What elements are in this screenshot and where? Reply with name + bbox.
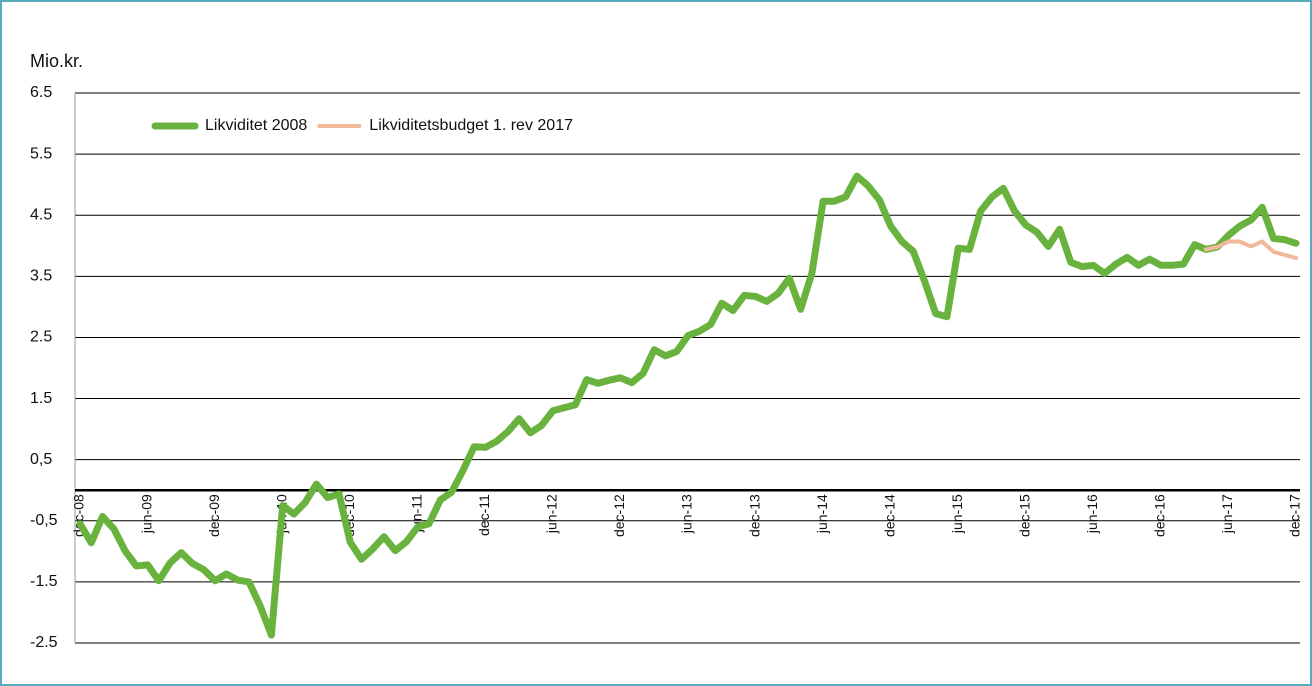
y-axis-label: Mio.kr. bbox=[30, 51, 83, 71]
y-tick-label: 0,5 bbox=[30, 451, 52, 468]
x-tick-label: dec-13 bbox=[746, 494, 762, 537]
y-tick-label: -1.5 bbox=[30, 573, 58, 590]
legend-label: Likviditetsbudget 1. rev 2017 bbox=[369, 117, 573, 134]
x-tick-label: dec-17 bbox=[1287, 494, 1303, 537]
x-tick-label: dec-09 bbox=[206, 494, 222, 537]
x-tick-label: jun-12 bbox=[544, 494, 560, 534]
legend-label: Likviditet 2008 bbox=[205, 117, 307, 134]
series-line bbox=[1203, 239, 1298, 260]
x-tick-label: dec-15 bbox=[1016, 494, 1032, 537]
x-tick-label: dec-11 bbox=[476, 494, 492, 536]
x-tick-label: dec-14 bbox=[881, 494, 897, 537]
x-tick-label: jun-14 bbox=[814, 494, 830, 534]
y-tick-label: 3.5 bbox=[30, 268, 52, 285]
x-tick-label: dec-16 bbox=[1152, 494, 1168, 537]
y-tick-label: 5.5 bbox=[30, 145, 52, 162]
y-tick-label: 2.5 bbox=[30, 329, 52, 346]
y-tick-label: -0,5 bbox=[30, 512, 58, 529]
x-tick-label: jun-16 bbox=[1084, 494, 1100, 534]
y-tick-label: 4.5 bbox=[30, 206, 52, 223]
x-tick-label: dec-12 bbox=[611, 494, 627, 537]
x-tick-label: jun-13 bbox=[679, 494, 695, 534]
y-tick-label: 6.5 bbox=[30, 84, 52, 101]
x-tick-label: jun-09 bbox=[138, 494, 154, 534]
x-tick-label: jun-17 bbox=[1219, 494, 1235, 534]
y-tick-label: -2.5 bbox=[30, 634, 58, 651]
y-tick-label: 1.5 bbox=[30, 390, 52, 407]
x-tick-label: jun-15 bbox=[949, 494, 965, 534]
series-line bbox=[76, 172, 1300, 639]
